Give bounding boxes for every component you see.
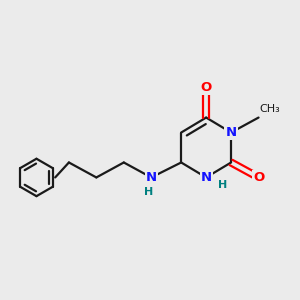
Text: O: O — [253, 171, 264, 184]
Text: H: H — [144, 187, 153, 197]
Text: N: N — [226, 126, 237, 139]
Text: H: H — [218, 180, 227, 190]
Text: CH₃: CH₃ — [260, 104, 280, 114]
Text: O: O — [200, 81, 212, 94]
Text: N: N — [146, 171, 157, 184]
Text: N: N — [201, 171, 212, 184]
